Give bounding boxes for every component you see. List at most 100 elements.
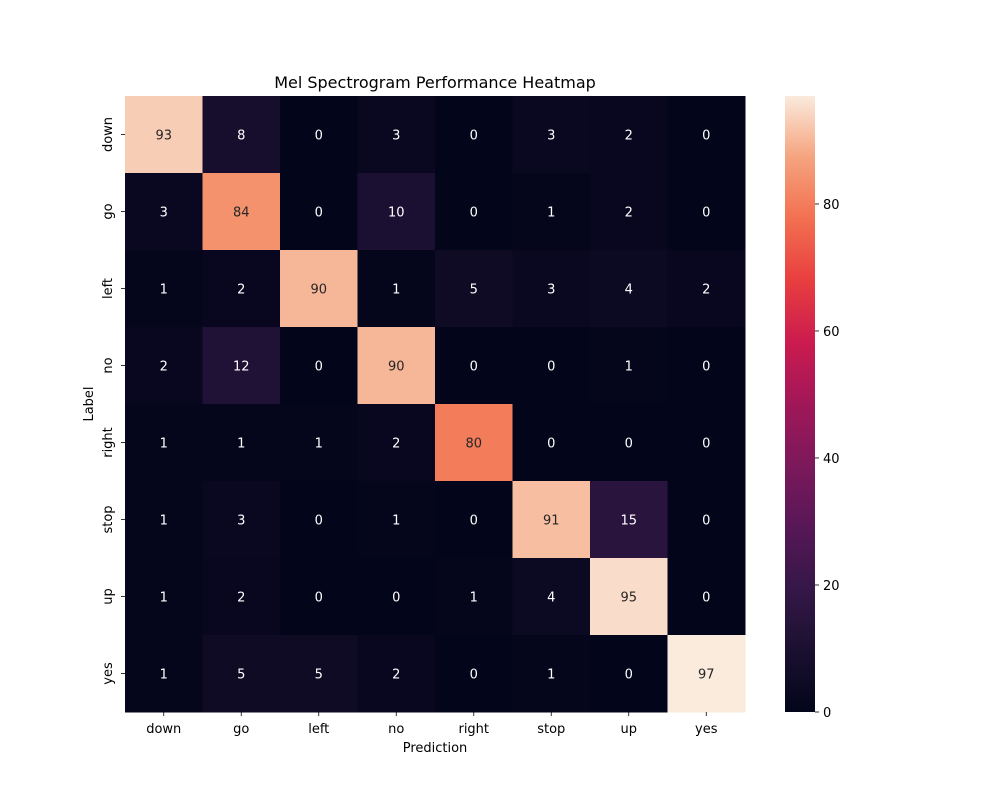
heatmap-cell — [435, 404, 513, 482]
colorbar-tick-label: 0 — [823, 706, 831, 721]
y-tick-label: no — [101, 357, 116, 373]
heatmap-cell — [435, 635, 513, 713]
colorbar-tick-label: 80 — [823, 198, 840, 213]
cell-value-label: 90 — [388, 360, 405, 375]
heatmap-cell — [435, 96, 513, 174]
cell-value-label: 0 — [547, 437, 555, 452]
heatmap-cell — [202, 250, 281, 328]
heatmap-cell — [202, 96, 281, 174]
heatmap-cell — [125, 481, 203, 559]
heatmap-cell — [590, 481, 668, 559]
cell-value-label: 90 — [310, 283, 327, 298]
cell-value-label: 5 — [470, 283, 478, 298]
cell-value-label: 4 — [547, 591, 555, 606]
heatmap-cell — [280, 96, 358, 174]
heatmap-cell — [667, 635, 746, 713]
x-tick-label: yes — [695, 722, 718, 737]
heatmap-cell — [202, 481, 281, 559]
cell-value-label: 0 — [315, 591, 323, 606]
y-tick-label: left — [101, 278, 116, 299]
heatmap-cell — [590, 96, 668, 174]
cell-value-label: 0 — [470, 206, 478, 221]
cell-value-label: 2 — [392, 437, 400, 452]
heatmap-cell — [435, 173, 513, 251]
heatmap-cell — [667, 404, 746, 482]
cell-value-label: 1 — [392, 283, 400, 298]
heatmap-cell — [202, 327, 281, 405]
heatmap-cell — [667, 96, 746, 174]
heatmap-cell — [590, 635, 668, 713]
cell-value-label: 5 — [237, 668, 245, 683]
heatmap-cell — [667, 481, 746, 559]
heatmap-cell — [512, 250, 591, 328]
heatmap-cell — [435, 481, 513, 559]
colorbar-tick-label: 20 — [823, 579, 840, 594]
heatmap-cell — [280, 558, 358, 636]
cell-value-label: 1 — [392, 514, 400, 529]
cell-value-label: 4 — [625, 283, 633, 298]
cell-value-label: 1 — [315, 437, 323, 452]
cell-value-label: 2 — [237, 283, 245, 298]
y-axis-label: Label — [82, 386, 97, 421]
x-tick-label: no — [388, 722, 404, 737]
cell-value-label: 2 — [625, 206, 633, 221]
y-tick-label: down — [101, 117, 116, 152]
heatmap-cell — [435, 327, 513, 405]
heatmap-cell — [590, 404, 668, 482]
x-tick-label: right — [458, 722, 489, 737]
cell-value-label: 1 — [160, 283, 168, 298]
heatmap-cell — [125, 327, 203, 405]
heatmap-cell — [435, 250, 513, 328]
cell-value-label: 1 — [470, 591, 478, 606]
heatmap-cell — [590, 327, 668, 405]
heatmap-cell — [667, 173, 746, 251]
heatmap-cell — [357, 558, 436, 636]
cell-value-label: 0 — [625, 668, 633, 683]
heatmap-cell — [202, 558, 281, 636]
cell-value-label: 1 — [625, 360, 633, 375]
chart-title: Mel Spectrogram Performance Heatmap — [274, 73, 596, 92]
cell-value-label: 84 — [233, 206, 250, 221]
cell-value-label: 2 — [392, 668, 400, 683]
cell-value-label: 0 — [702, 206, 710, 221]
heatmap-cell — [512, 327, 591, 405]
cell-value-label: 0 — [547, 360, 555, 375]
cell-value-label: 0 — [470, 129, 478, 144]
heatmap-cell — [125, 558, 203, 636]
heatmap-cell — [667, 558, 746, 636]
cell-value-label: 1 — [160, 591, 168, 606]
cell-value-label: 0 — [470, 360, 478, 375]
heatmap-cell — [280, 250, 358, 328]
cell-value-label: 12 — [233, 360, 250, 375]
colorbar — [785, 96, 815, 712]
heatmap-cell — [512, 404, 591, 482]
x-tick-label: up — [621, 722, 638, 737]
y-tick-label: yes — [101, 662, 116, 685]
cell-value-label: 3 — [547, 283, 555, 298]
heatmap-cell — [202, 635, 281, 713]
heatmap-cell — [512, 635, 591, 713]
cell-value-label: 0 — [702, 514, 710, 529]
heatmap-cells: 93 8 0 3 0 3 2 03 84 0 10 0 1 2 01 2 90 1 5 3 4 22 12 0 90 0 0 1 01 1… — [125, 96, 746, 713]
heatmap-cell — [590, 173, 668, 251]
cell-value-label: 3 — [547, 129, 555, 144]
cell-value-label: 0 — [315, 360, 323, 375]
x-axis-label: Prediction — [403, 741, 468, 756]
cell-value-label: 97 — [698, 668, 715, 683]
cell-value-label: 3 — [392, 129, 400, 144]
y-axis-ticks: down go left no right stop up yes — [101, 117, 125, 685]
cell-value-label: 95 — [620, 591, 637, 606]
heatmap-cell — [512, 558, 591, 636]
x-axis-ticks: down go left no right stop up yes — [146, 712, 718, 737]
cell-value-label: 1 — [237, 437, 245, 452]
heatmap-cell — [280, 635, 358, 713]
heatmap-cell — [590, 250, 668, 328]
heatmap-cell — [280, 481, 358, 559]
heatmap-cell — [590, 558, 668, 636]
cell-value-label: 0 — [315, 129, 323, 144]
cell-value-label: 1 — [160, 514, 168, 529]
heatmap-cell — [280, 327, 358, 405]
cell-value-label: 0 — [315, 206, 323, 221]
cell-value-label: 1 — [160, 668, 168, 683]
heatmap-cell — [512, 96, 591, 174]
